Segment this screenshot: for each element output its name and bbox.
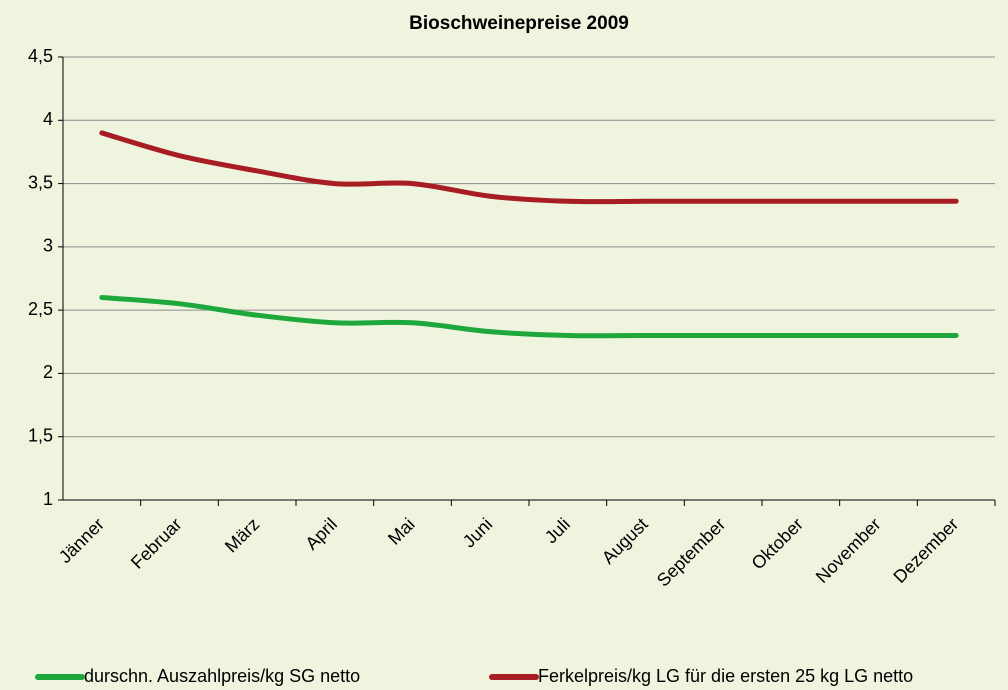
y-tick-label: 4 bbox=[43, 109, 53, 129]
y-tick-label: 3,5 bbox=[28, 172, 53, 192]
line-series bbox=[99, 294, 959, 339]
y-tick-label: 2,5 bbox=[28, 299, 53, 319]
chart-title: Bioschweinepreise 2009 bbox=[409, 13, 629, 34]
y-tick-label: 1,5 bbox=[28, 425, 53, 445]
y-tick-label: 3 bbox=[43, 236, 53, 256]
legend-label: Ferkelpreis/kg LG für die ersten 25 kg L… bbox=[538, 666, 913, 686]
legend-label: durschn. Auszahlpreis/kg SG netto bbox=[84, 666, 360, 686]
y-tick-label: 4,5 bbox=[28, 46, 53, 66]
line-series bbox=[99, 130, 959, 205]
y-tick-label: 2 bbox=[43, 362, 53, 382]
y-tick-label: 1 bbox=[43, 489, 53, 509]
